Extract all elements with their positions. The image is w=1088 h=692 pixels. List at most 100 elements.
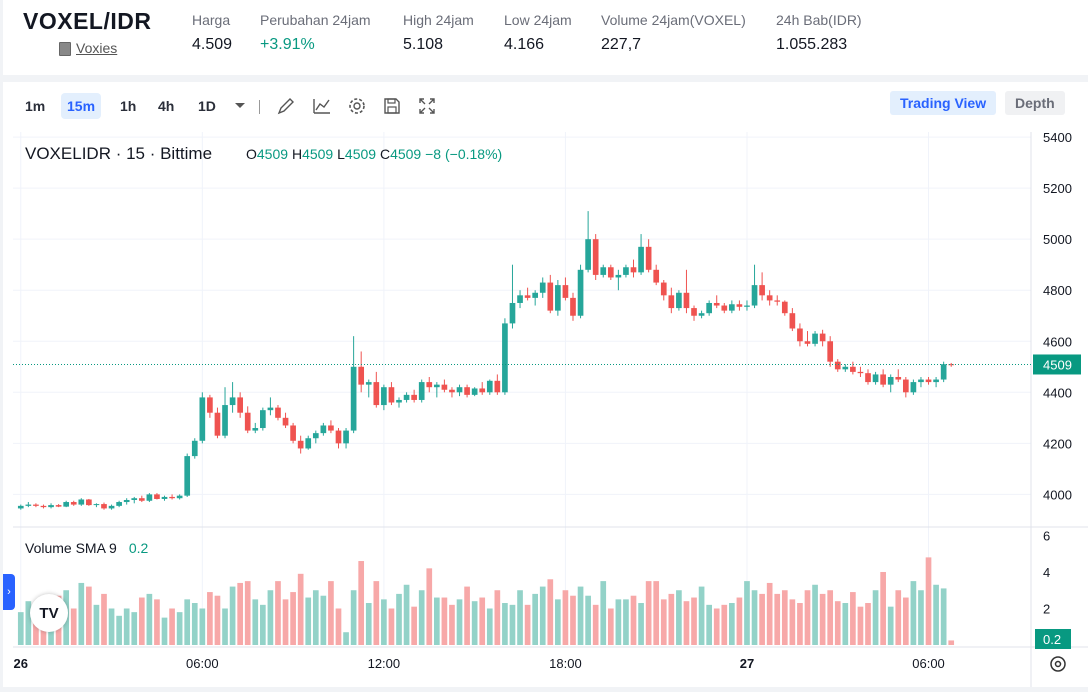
candle-body [744,305,750,307]
stat-label: Harga [192,12,231,28]
price-tick-label: 5000 [1043,232,1072,247]
volume-bar [244,581,251,645]
candle-body [781,301,788,314]
time-tick-label: 27 [740,656,754,671]
volume-bar [819,593,826,645]
trading-view-button[interactable]: Trading View [890,91,997,115]
candle-body [40,505,47,508]
candle-body [653,269,660,283]
candle-body [706,302,712,314]
price-tick-label: 4800 [1043,283,1072,298]
volume-bar [78,582,85,645]
volume-bar [260,604,266,645]
candle-body [191,440,198,457]
candle-body [486,380,493,393]
candle-body [433,384,440,388]
candle-body [623,267,629,275]
candle-body [774,300,781,302]
candle-body [373,382,380,406]
candle-body [411,394,417,400]
gear-icon[interactable] [347,96,367,116]
candle-body [918,379,924,383]
candle-body [585,239,591,270]
volume-bar [744,581,750,645]
chart-area[interactable]: 5400 5200 5000 4800 4600 4400 4200 4000 4509 6 4 2 0… [13,130,1088,687]
timeframe-1m[interactable]: 1m [25,98,46,114]
save-icon[interactable] [382,96,402,116]
candle-body [63,502,70,507]
tradingview-logo[interactable]: TV [30,594,68,632]
open-label: O [246,146,257,162]
volume-bar [441,597,448,645]
candle-body [668,295,675,309]
coin-name-link[interactable]: Voxies [76,40,118,56]
volume-bar [70,608,77,645]
stat-value: 1.055.283 [776,36,848,53]
volume-bar [865,603,871,645]
ohlc-legend: O4509 H4509 L4509 C4509 −8 (−0.18%) [246,146,502,162]
volume-bar [623,599,629,645]
volume-bar [842,603,849,645]
candle-body [615,274,622,278]
volume-bar [161,617,168,645]
volume-bar [396,593,402,645]
chevron-down-icon[interactable] [230,96,250,116]
timeframe-1d[interactable]: 1D [198,98,216,114]
candle-body [229,397,236,406]
candlestick-chart[interactable]: 5400 5200 5000 4800 4600 4400 4200 4000 4509 6 4 2 0… [13,130,1088,687]
candle-body [456,387,463,393]
toolbar-divider [259,100,260,114]
candle-body [267,407,274,411]
volume-bar [592,604,599,645]
last-price-label: 4509 [1043,357,1072,372]
candle-body [260,410,266,429]
candle-body [676,292,682,309]
pair-title: VOXEL/IDR [23,8,152,34]
volume-bar [456,599,463,645]
volume-tick-label: 2 [1043,601,1050,616]
timeframe-4h[interactable]: 4h [158,98,175,114]
volume-bar [199,608,206,645]
volume-legend: Volume SMA 9 0.2 [25,540,148,556]
volume-bar [532,593,539,645]
chart-panel: 1m 15m 1h 4h 1D Trading View Depth 5400 5… [3,82,1088,687]
stat-value: +3.91% [260,36,315,53]
volume-bar [509,604,516,645]
volume-bar [267,590,274,645]
volume-tick-label: 6 [1043,528,1050,543]
volume-bar [645,581,652,645]
volume-bar [373,581,380,645]
candle-body [570,297,576,316]
volume-bar [797,603,803,645]
price-tick-label: 4400 [1043,385,1072,400]
chart-settings-icon[interactable] [1048,654,1068,674]
fullscreen-icon[interactable] [417,96,437,116]
expand-sidebar-tab[interactable]: › [3,574,15,610]
depth-button[interactable]: Depth [1005,91,1065,115]
candle-body [502,323,508,393]
timeframe-15m[interactable]: 15m [61,93,102,119]
candle-body [789,313,796,329]
volume-bar [86,586,92,645]
candle-body [275,407,281,418]
volume-bar [940,588,947,645]
candle-body [638,246,644,273]
volume-bar [834,601,841,645]
volume-bar [214,595,221,645]
candle-body [138,498,145,501]
indicator-icon[interactable] [312,96,332,116]
candle-body [396,399,402,403]
volume-bar [25,601,32,645]
volume-bar [418,590,425,645]
volume-bar [343,632,349,645]
market-header: VOXEL/IDR Voxies Harga 4.509 Perubahan 2… [3,0,1088,75]
candle-body [660,282,667,296]
timeframe-1h[interactable]: 1h [120,98,137,114]
candle-body [328,425,334,431]
volume-bar [275,581,281,645]
time-tick-label: 18:00 [549,656,582,671]
volume-bar [721,604,728,645]
candle-body [116,502,122,506]
candle-body [33,504,39,506]
draw-icon[interactable] [276,96,296,116]
